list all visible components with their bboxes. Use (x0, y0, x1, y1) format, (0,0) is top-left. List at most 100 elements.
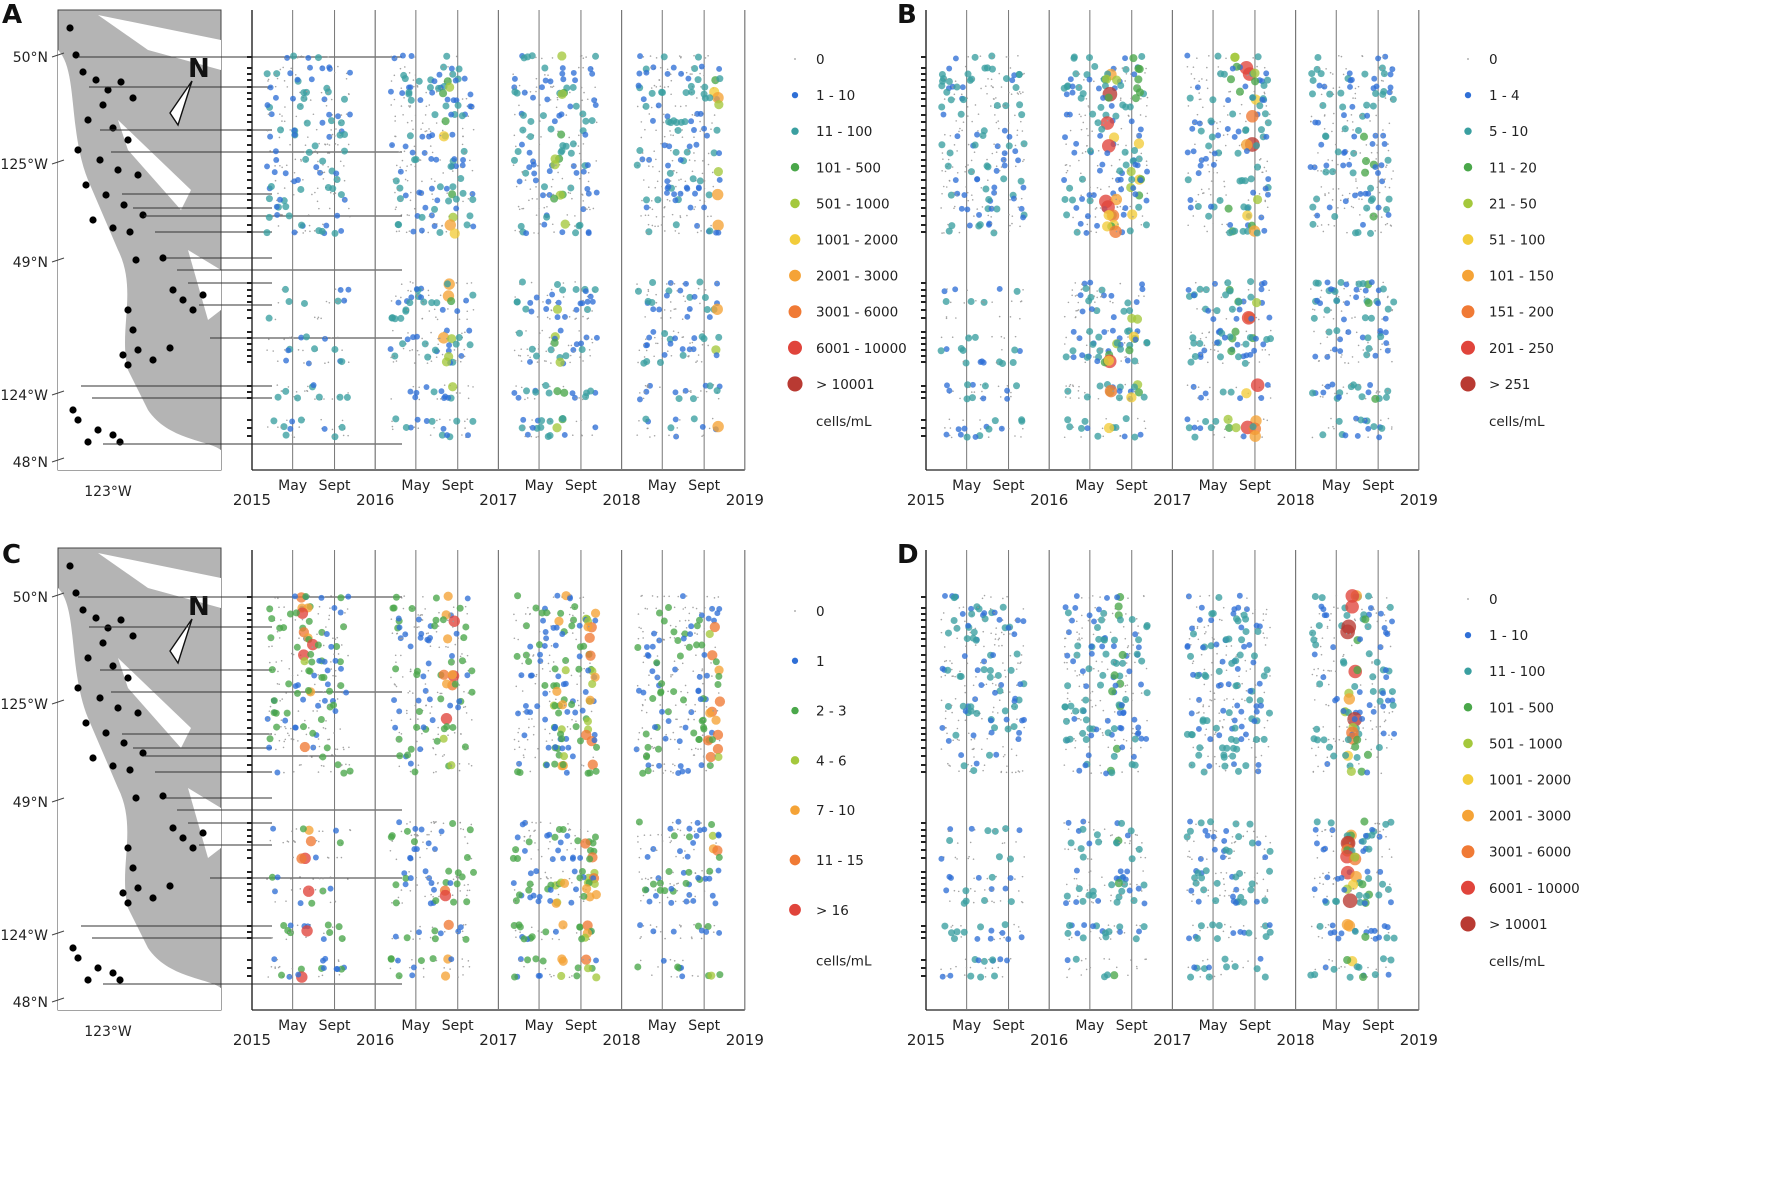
data-point (1385, 166, 1387, 168)
data-point (314, 191, 316, 194)
data-point (1128, 118, 1135, 125)
data-point (289, 418, 296, 425)
data-point (428, 310, 431, 312)
data-point (1102, 435, 1105, 438)
sound-water (118, 120, 191, 210)
data-point (1216, 122, 1218, 124)
data-point (514, 834, 521, 841)
data-point (655, 216, 658, 218)
data-point (1101, 427, 1104, 430)
data-point (688, 709, 695, 716)
data-point (347, 654, 349, 657)
data-point (551, 86, 554, 88)
data-point (530, 926, 533, 929)
data-point (940, 111, 947, 118)
legend-marker (1467, 58, 1469, 60)
data-point (1099, 188, 1102, 191)
data-point (686, 306, 693, 312)
data-point (1372, 132, 1379, 139)
data-point (337, 336, 339, 339)
data-point (1094, 208, 1097, 210)
data-point (397, 168, 404, 175)
data-point (464, 705, 467, 708)
data-point (320, 673, 328, 681)
data-point (1020, 214, 1027, 221)
data-point (688, 619, 690, 622)
data-point (980, 395, 987, 402)
data-point (413, 286, 420, 293)
data-point (1091, 63, 1099, 71)
data-point (1242, 340, 1250, 348)
data-point (708, 736, 716, 744)
data-point (527, 606, 529, 609)
data-point (409, 349, 411, 352)
data-point (645, 711, 648, 714)
data-point (535, 675, 537, 678)
data-point (435, 930, 438, 933)
data-point (1079, 352, 1086, 359)
data-point (267, 338, 270, 341)
data-point (440, 63, 448, 71)
data-point (280, 921, 288, 929)
data-point (1216, 196, 1224, 204)
data-point (279, 699, 281, 702)
data-point (417, 634, 424, 641)
data-point (1122, 55, 1129, 62)
data-point (523, 230, 530, 237)
data-point (647, 288, 650, 291)
data-point (467, 91, 474, 98)
data-point (267, 80, 269, 82)
data-point (439, 692, 442, 695)
data-point (677, 118, 685, 126)
data-point (511, 88, 519, 96)
data-point (334, 748, 337, 750)
data-point (1378, 391, 1381, 393)
data-point (345, 763, 347, 766)
data-point (427, 289, 430, 292)
data-point (943, 98, 946, 100)
data-point (545, 876, 548, 878)
data-point (957, 431, 964, 438)
data-point (1330, 309, 1333, 311)
data-point (458, 318, 461, 321)
data-point (647, 223, 650, 226)
data-point (662, 121, 665, 124)
data-point (1333, 225, 1336, 227)
data-point (693, 114, 696, 117)
data-point (410, 670, 412, 673)
data-point (448, 956, 455, 963)
data-point (1198, 80, 1200, 83)
data-point (696, 231, 699, 234)
data-point (968, 386, 971, 389)
data-point (447, 297, 456, 306)
data-point (271, 645, 273, 647)
data-point (1011, 72, 1018, 79)
data-point (677, 595, 680, 598)
data-point (583, 964, 593, 973)
data-point (513, 901, 516, 903)
data-point (642, 397, 645, 400)
data-point (455, 876, 458, 879)
data-point (299, 723, 307, 731)
data-point (292, 593, 298, 600)
data-point (1006, 133, 1013, 140)
data-point (390, 356, 392, 359)
data-point (683, 184, 690, 191)
data-point (1065, 336, 1067, 339)
data-point (265, 213, 273, 221)
data-point (425, 704, 427, 707)
data-point (289, 336, 291, 339)
data-point (964, 170, 966, 173)
data-point (1249, 94, 1257, 102)
station-dot (149, 356, 157, 364)
data-point (541, 221, 548, 228)
data-point (1078, 397, 1080, 399)
data-point (532, 159, 535, 162)
data-point (1071, 294, 1073, 297)
data-point (695, 616, 703, 624)
station-dot (84, 654, 92, 662)
data-point (399, 199, 402, 201)
data-point (541, 329, 544, 332)
data-point (539, 120, 541, 122)
data-point (311, 672, 318, 679)
